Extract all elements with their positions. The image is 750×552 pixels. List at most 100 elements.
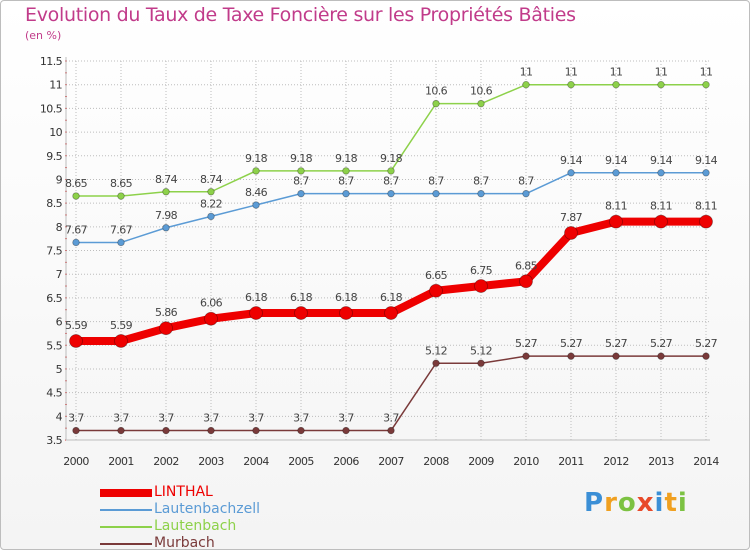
logo-letter: x: [636, 488, 655, 518]
data-point: [297, 426, 305, 435]
data-point: [204, 311, 218, 326]
x-tick-label: 2003: [198, 455, 224, 468]
data-point: [339, 306, 353, 320]
data-point: [567, 352, 575, 360]
legend-label: Murbach: [154, 535, 215, 551]
legend-label: LINTHAL: [154, 484, 213, 500]
data-label: 11: [610, 66, 623, 79]
x-tick-label: 2007: [378, 455, 404, 468]
data-point: [432, 359, 440, 367]
data-point: [159, 321, 173, 336]
y-tick-label: 5.5: [46, 339, 62, 352]
data-label: 10.6: [425, 85, 448, 98]
logo-letter: o: [617, 488, 637, 518]
x-tick-label: 2008: [423, 455, 449, 468]
data-point: [117, 192, 125, 200]
data-label: 8.7: [293, 175, 309, 188]
data-point: [342, 426, 350, 435]
legend-swatch-lautenbach: [100, 526, 152, 528]
data-point: [477, 359, 485, 367]
data-point: [342, 189, 350, 198]
data-label: 10.6: [470, 85, 493, 98]
data-label: 6.18: [380, 291, 403, 304]
series-linthal: 5.59 5.59 5.86 6.06 6.18 6.18 6.18 6.18 6.65 6.75…: [65, 200, 718, 348]
data-label: 6.18: [245, 291, 268, 304]
data-label: 5.27: [560, 337, 583, 350]
data-point: [387, 426, 395, 435]
data-point: [162, 426, 170, 435]
data-point: [69, 334, 83, 348]
data-label: 6.18: [335, 291, 358, 304]
data-label: 6.18: [290, 291, 313, 304]
data-point: [612, 169, 620, 177]
data-point: [297, 189, 305, 198]
logo-letter: r: [604, 488, 618, 518]
x-tick-label: 2014: [693, 455, 719, 468]
data-point: [612, 352, 620, 360]
data-label: 5.12: [470, 344, 492, 357]
data-label: 3.7: [113, 412, 129, 425]
data-point: [702, 80, 710, 89]
data-label: 11: [700, 66, 713, 79]
data-point: [114, 334, 128, 348]
legend-label: Lautenbach: [154, 518, 237, 534]
data-label: 6.85: [515, 259, 538, 272]
data-point: [294, 306, 308, 320]
data-label: 5.27: [515, 337, 538, 350]
data-label: 3.7: [293, 412, 309, 425]
data-point: [72, 426, 80, 435]
data-label: 5.59: [110, 319, 133, 332]
y-tick-label: 10: [49, 126, 62, 139]
x-tick-label: 2010: [513, 455, 539, 468]
data-point: [522, 80, 530, 89]
data-point: [117, 238, 125, 247]
data-label: 8.11: [650, 200, 672, 213]
data-label: 3.7: [68, 412, 84, 425]
series-murbach: 3.7 3.7 3.7 3.7 3.7 3.7 3.7 3.7 5.12 5.12 5.27 5.27…: [68, 337, 718, 435]
data-point: [207, 212, 215, 221]
data-label: 9.14: [695, 154, 718, 167]
data-point: [699, 214, 713, 229]
data-label: 9.18: [380, 152, 403, 165]
y-tick-label: 11: [49, 79, 62, 92]
y-tick-label: 7: [56, 268, 63, 281]
logo-letter: P: [584, 488, 605, 518]
x-tick-label: 2011: [558, 455, 584, 468]
data-label: 5.27: [695, 337, 718, 350]
x-tick-label: 2006: [333, 455, 359, 468]
data-label: 3.7: [248, 412, 264, 425]
data-point: [342, 167, 350, 175]
legend-label: Lautenbachzell: [154, 501, 261, 517]
data-label: 11: [520, 66, 533, 79]
data-point: [207, 188, 215, 196]
data-label: 8.46: [245, 186, 268, 199]
data-label: 9.14: [605, 154, 628, 167]
data-label: 3.7: [338, 412, 354, 425]
y-tick-label: 3.5: [46, 434, 62, 447]
data-label: 8.11: [695, 200, 717, 213]
data-label: 8.7: [428, 175, 444, 188]
y-tick-label: 8: [56, 221, 63, 234]
data-point: [657, 352, 665, 360]
x-tick-label: 2001: [108, 455, 134, 468]
y-tick-label: 7.5: [46, 245, 62, 258]
y-tick-label: 6: [56, 316, 63, 329]
data-label: 7.87: [560, 211, 583, 224]
data-point: [477, 99, 485, 108]
data-label: 3.7: [158, 412, 174, 425]
data-label: 9.14: [560, 154, 583, 167]
chart-title: Evolution du Taux de Taxe Foncière sur l…: [25, 4, 576, 26]
data-label: 9.18: [335, 152, 358, 165]
data-point: [657, 80, 665, 89]
series-lautenbach: 8.65 8.65 8.74 8.74 9.18 9.18 9.18 9.18 10.6 10.6…: [65, 66, 713, 200]
data-label: 5.86: [155, 306, 178, 319]
data-label: 3.7: [203, 412, 219, 425]
data-label: 5.27: [650, 337, 673, 350]
data-point: [702, 169, 710, 177]
data-point: [429, 283, 443, 298]
data-label: 9.18: [290, 152, 313, 165]
x-tick-label: 2002: [153, 455, 179, 468]
legend-swatch-linthal: [100, 489, 152, 497]
data-point: [567, 80, 575, 89]
